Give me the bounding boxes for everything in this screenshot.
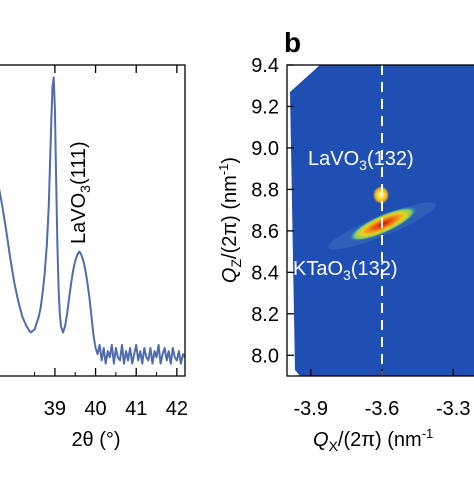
y-tick-label: 8.4 bbox=[251, 262, 279, 284]
x-tick-label: 40 bbox=[84, 398, 106, 420]
panel-a-plot-area bbox=[0, 76, 185, 365]
x-tick-label: 42 bbox=[166, 398, 188, 420]
ktao3-132-label: KTaO3(132) bbox=[293, 258, 398, 283]
panel-a: 39 40 41 42 2θ (°) LaVO3(111) bbox=[0, 64, 188, 451]
x-tick-label: -3.9 bbox=[294, 398, 328, 420]
x-tick-label: -3.6 bbox=[365, 398, 399, 420]
y-tick-label: 9.2 bbox=[251, 96, 279, 118]
x-tick-label: 41 bbox=[125, 398, 147, 420]
panel-a-frame bbox=[0, 64, 186, 377]
lavo3-111-label: LaVO3(111) bbox=[68, 141, 93, 244]
y-tick-label: 8.2 bbox=[251, 304, 279, 326]
panel-b: b LaVO3(132) KTaO3(132) 8.0 8.2 8.4 8.6 8.8 9… bbox=[216, 27, 474, 454]
panel-b-letter: b bbox=[284, 27, 301, 58]
panel-a-x-ticks: 39 40 41 42 bbox=[34, 65, 188, 420]
y-tick-label: 8.6 bbox=[251, 221, 279, 243]
y-tick-label: 9.4 bbox=[251, 55, 279, 77]
y-tick-label: 9.0 bbox=[251, 138, 279, 160]
panel-b-y-ticks: 8.0 8.2 8.4 8.6 8.8 9.0 9.2 9.4 bbox=[251, 55, 294, 367]
panel-b-x-ticks: -3.9 -3.6 -3.3 bbox=[294, 369, 470, 420]
panel-b-y-axis-label: QZ/(2π) (nm-1) bbox=[216, 157, 244, 283]
xrd-series-line bbox=[0, 76, 185, 365]
y-tick-label: 8.8 bbox=[251, 179, 279, 201]
x-tick-label: -3.3 bbox=[436, 398, 470, 420]
y-tick-label: 8.0 bbox=[251, 345, 279, 367]
rsm-map: LaVO3(132) KTaO3(132) bbox=[290, 65, 474, 376]
panel-b-x-axis-label: QX/(2π) (nm-1 bbox=[313, 426, 433, 454]
x-tick-label: 39 bbox=[44, 398, 66, 420]
panel-a-x-axis-label: 2θ (°) bbox=[71, 429, 120, 451]
lavo3-132-label: LaVO3(132) bbox=[308, 148, 414, 173]
lavo3-peak-spot bbox=[373, 186, 389, 204]
